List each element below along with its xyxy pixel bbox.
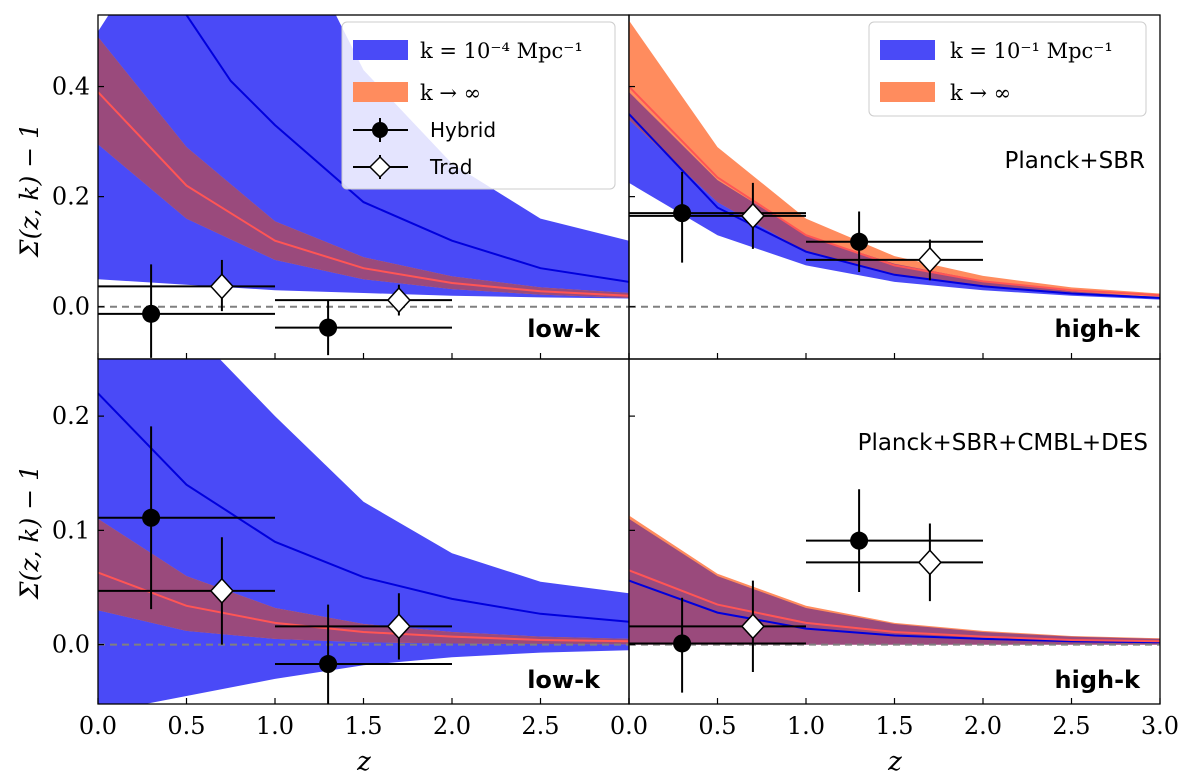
hybrid-point <box>806 211 983 273</box>
legend-frame <box>341 21 616 190</box>
dataset-annotation: Planck+SBR+CMBL+DES <box>858 430 1148 456</box>
x-tick-label: 2.5 <box>1052 712 1090 740</box>
plot-area <box>629 20 1160 308</box>
trad-point <box>629 580 806 673</box>
xlabel-right: z <box>887 747 902 776</box>
y-tick-label: 0.2 <box>52 402 90 430</box>
hybrid-point <box>629 597 806 693</box>
y-tick-label: 0.1 <box>52 516 90 544</box>
hybrid-point <box>275 300 452 356</box>
curve-low-k <box>185 15 629 283</box>
x-tick-label: 1.0 <box>787 712 825 740</box>
panel-label: low-k <box>527 315 601 343</box>
panel-label: high-k <box>1055 666 1142 694</box>
ylabel-top: Σ(z, k) − 1 <box>15 123 44 258</box>
panel-bottom-left: 0.0 0.5 1.0 1.5 2.0 2.5 0.0 0.1 0.2 low-k <box>52 358 630 740</box>
x-tick-label: 0.5 <box>698 712 736 740</box>
band-low-k <box>98 359 629 704</box>
legend-top-left: k = 10⁻⁴ Mpc⁻¹ k → ∞ Hybrid Trad <box>341 21 616 190</box>
trad-point <box>806 239 983 281</box>
legend-label-band-inf: k → ∞ <box>950 81 1011 105</box>
legend-label-band-low: k = 10⁻¹ Mpc⁻¹ <box>950 39 1113 63</box>
x-tick-label: 0.0 <box>610 712 648 740</box>
x-tick-label: 1.5 <box>344 712 382 740</box>
x-tick-label: 2.5 <box>521 712 559 740</box>
trad-point <box>98 537 275 645</box>
y-tick-label: 0.2 <box>52 183 90 211</box>
hybrid-point <box>98 264 275 358</box>
hybrid-point <box>98 426 275 610</box>
trad-point <box>275 284 452 316</box>
axes-frame <box>628 358 1161 705</box>
trad-point <box>98 259 275 312</box>
curve-k-infinity <box>629 85 1160 297</box>
panel-bottom-right: 0.0 0.5 1.0 1.5 2.0 2.5 3.0 high-k Planck+SBR+CM… <box>610 358 1179 740</box>
trad-point <box>275 593 452 660</box>
ylabel-bottom: Σ(z, k) − 1 <box>15 465 44 600</box>
x-tick-label: 1.5 <box>875 712 913 740</box>
curve-k-infinity <box>98 91 629 297</box>
legend-label-hybrid: Hybrid <box>430 118 496 142</box>
plot-area <box>98 359 629 704</box>
x-tick-label: 0.5 <box>167 712 205 740</box>
hybrid-point <box>806 489 983 593</box>
legend-label-band-low: k = 10⁻⁴ Mpc⁻¹ <box>420 39 583 63</box>
panel-label: high-k <box>1055 315 1142 343</box>
legend-label-band-inf: k → ∞ <box>420 81 481 105</box>
hybrid-point <box>275 604 452 704</box>
curve-low-k <box>629 579 1160 644</box>
y-tick-label: 0.0 <box>52 631 90 659</box>
legend-trad-marker <box>368 155 392 179</box>
legend-swatch-band-low <box>353 40 408 60</box>
y-tick-label: 0.4 <box>52 73 90 101</box>
band-low-k <box>629 92 1160 300</box>
y-tick-label: 0.0 <box>52 293 90 321</box>
x-tick-label: 2.0 <box>433 712 471 740</box>
legend-hybrid-marker <box>372 122 388 138</box>
legend-swatch-band-low <box>880 40 935 60</box>
curve-low-k <box>98 392 629 623</box>
legend-label-trad: Trad <box>429 155 472 179</box>
x-tick-label: 3.0 <box>1141 712 1179 740</box>
band-overlap <box>629 92 1160 298</box>
curve-k-infinity <box>629 569 1160 643</box>
curve-k-infinity <box>98 571 629 643</box>
legend-top-right: k = 10⁻¹ Mpc⁻¹ k → ∞ <box>868 21 1147 117</box>
x-tick-label: 0.0 <box>79 712 117 740</box>
band-overlap <box>98 37 629 298</box>
x-tick-label: 2.0 <box>964 712 1002 740</box>
curve-low-k <box>629 113 1160 299</box>
panel-label: low-k <box>527 666 601 694</box>
x-tick-label: 1.0 <box>256 712 294 740</box>
legend-frame <box>868 21 1147 117</box>
band-overlap <box>98 518 629 645</box>
trad-point <box>629 182 806 249</box>
hybrid-point <box>629 171 806 263</box>
legend-swatch-band-inf <box>880 82 935 102</box>
panel-top-right: high-k Planck+SBR <box>628 14 1161 360</box>
legend-swatch-band-inf <box>353 82 408 102</box>
plot-area <box>629 489 1160 693</box>
dataset-annotation: Planck+SBR <box>1004 148 1145 174</box>
trad-point <box>806 523 983 602</box>
xlabel-left: z <box>356 747 371 776</box>
